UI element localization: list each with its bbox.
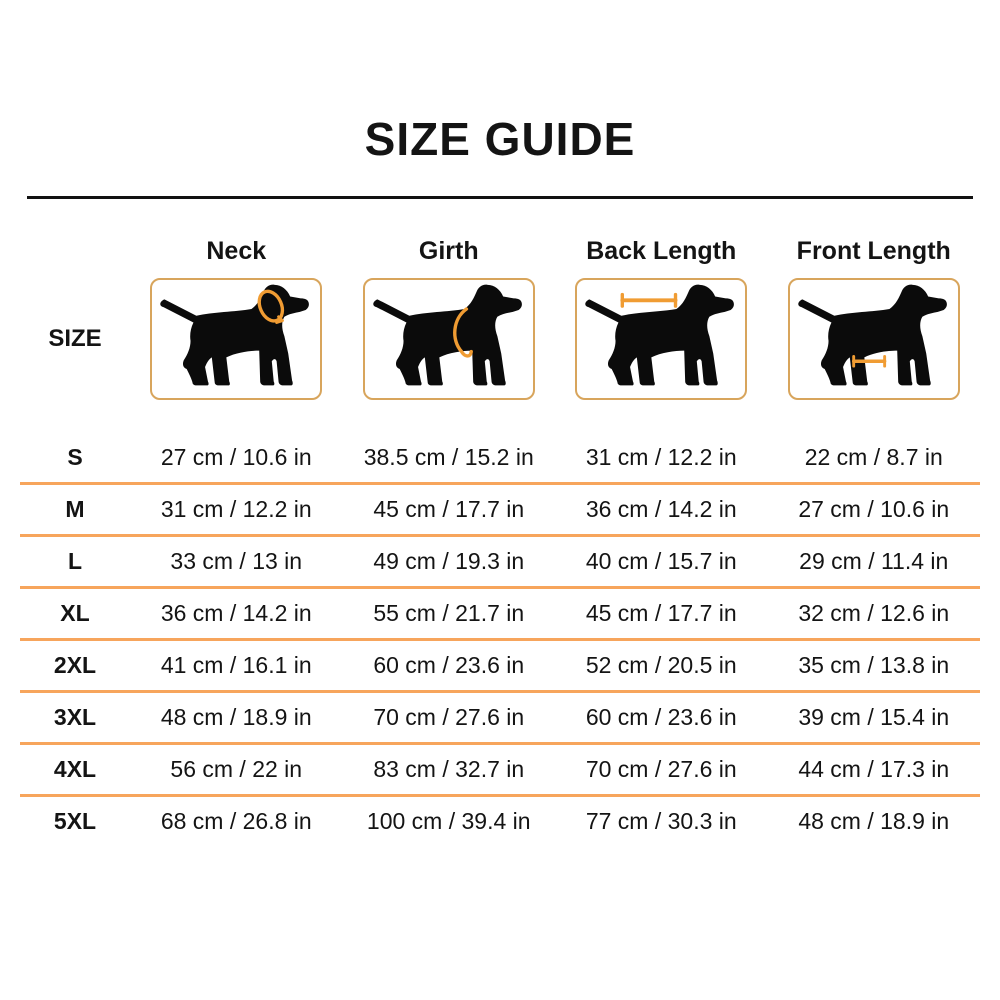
back-length-value-cell: 52 cm / 20.5 in	[585, 652, 737, 678]
front-length-value-cell: 48 cm / 18.9 in	[798, 808, 950, 834]
size-cell: 5XL	[53, 808, 97, 834]
girth-value-cell: 55 cm / 21.7 in	[373, 600, 525, 626]
table-row: 5XL 68 cm / 26.8 in 100 cm / 39.4 in 77 …	[20, 797, 980, 846]
back-length-value-cell: 40 cm / 15.7 in	[585, 548, 737, 574]
girth-value-cell: 45 cm / 17.7 in	[373, 496, 525, 522]
neck-illustration-box	[150, 278, 323, 400]
table-row: XL 36 cm / 14.2 in 55 cm / 21.7 in 45 cm…	[20, 589, 980, 641]
girth-value-cell: 38.5 cm / 15.2 in	[363, 444, 534, 470]
back-length-illustration-box	[575, 278, 748, 400]
size-cell: 3XL	[53, 704, 97, 730]
column-header-back-length: Back Length	[586, 237, 737, 265]
front-length-value-cell: 35 cm / 13.8 in	[798, 652, 950, 678]
back-length-value-cell: 36 cm / 14.2 in	[585, 496, 737, 522]
dog-neck-measure-icon	[160, 284, 310, 386]
girth-value-cell: 70 cm / 27.6 in	[373, 704, 525, 730]
size-cell: 2XL	[53, 652, 97, 678]
table-row: M 31 cm / 12.2 in 45 cm / 17.7 in 36 cm …	[20, 485, 980, 537]
table-row: 3XL 48 cm / 18.9 in 70 cm / 27.6 in 60 c…	[20, 693, 980, 745]
table-row: S 27 cm / 10.6 in 38.5 cm / 15.2 in 31 c…	[20, 433, 980, 485]
neck-value-cell: 31 cm / 12.2 in	[160, 496, 312, 522]
back-length-value-cell: 45 cm / 17.7 in	[585, 600, 737, 626]
neck-value-cell: 56 cm / 22 in	[170, 756, 303, 782]
neck-value-cell: 68 cm / 26.8 in	[160, 808, 312, 834]
size-cell: 4XL	[53, 756, 97, 782]
size-cell: L	[67, 548, 83, 574]
size-table: S 27 cm / 10.6 in 38.5 cm / 15.2 in 31 c…	[20, 433, 980, 846]
neck-value-cell: 48 cm / 18.9 in	[160, 704, 312, 730]
front-length-value-cell: 32 cm / 12.6 in	[798, 600, 950, 626]
girth-value-cell: 83 cm / 32.7 in	[373, 756, 525, 782]
front-length-value-cell: 22 cm / 8.7 in	[804, 444, 943, 470]
girth-illustration-box	[362, 278, 535, 400]
girth-value-cell: 100 cm / 39.4 in	[366, 808, 531, 834]
dog-front-length-measure-icon	[798, 284, 947, 386]
front-length-illustration-box	[787, 278, 960, 400]
column-header-girth: Girth	[418, 237, 479, 265]
back-length-value-cell: 31 cm / 12.2 in	[585, 444, 737, 470]
size-cell: XL	[60, 600, 90, 626]
back-length-value-cell: 70 cm / 27.6 in	[585, 756, 737, 782]
front-length-value-cell: 29 cm / 11.4 in	[799, 548, 949, 574]
back-length-value-cell: 60 cm / 23.6 in	[585, 704, 737, 730]
neck-value-cell: 27 cm / 10.6 in	[160, 444, 312, 470]
neck-value-cell: 41 cm / 16.1 in	[160, 652, 312, 678]
front-length-value-cell: 39 cm / 15.4 in	[798, 704, 950, 730]
dog-girth-measure-icon	[373, 284, 522, 386]
neck-value-cell: 33 cm / 13 in	[170, 548, 303, 574]
column-header-front-length: Front Length	[796, 237, 951, 265]
girth-value-cell: 60 cm / 23.6 in	[373, 652, 525, 678]
front-length-value-cell: 44 cm / 17.3 in	[798, 756, 950, 782]
girth-value-cell: 49 cm / 19.3 in	[373, 548, 525, 574]
size-cell: M	[65, 496, 85, 522]
title-divider	[27, 196, 973, 199]
back-length-value-cell: 77 cm / 30.3 in	[585, 808, 737, 834]
neck-value-cell: 36 cm / 14.2 in	[160, 600, 312, 626]
table-row: 2XL 41 cm / 16.1 in 60 cm / 23.6 in 52 c…	[20, 641, 980, 693]
measurement-header: Neck Girth Back Length Front Length SIZE	[20, 237, 980, 400]
table-row: 4XL 56 cm / 22 in 83 cm / 32.7 in 70 cm …	[20, 745, 980, 797]
dog-back-length-measure-icon	[585, 284, 735, 386]
size-cell: S	[67, 444, 83, 470]
column-header-neck: Neck	[206, 237, 267, 265]
page-title: SIZE GUIDE	[364, 113, 636, 165]
table-row: L 33 cm / 13 in 49 cm / 19.3 in 40 cm / …	[20, 537, 980, 589]
front-length-value-cell: 27 cm / 10.6 in	[798, 496, 950, 522]
size-column-label: SIZE	[48, 325, 102, 352]
